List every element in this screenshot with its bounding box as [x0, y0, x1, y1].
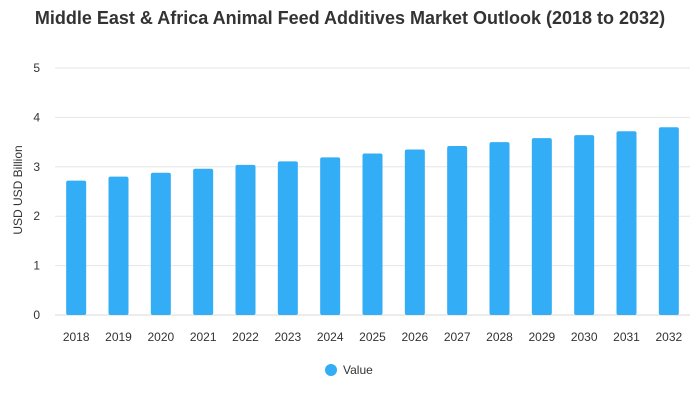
bar[interactable] [150, 172, 171, 315]
bar[interactable] [320, 157, 341, 315]
legend-marker [325, 364, 337, 376]
x-tick-label: 2020 [147, 330, 174, 344]
bar[interactable] [66, 180, 87, 315]
bar[interactable] [362, 153, 383, 315]
legend[interactable]: Value [325, 363, 373, 377]
x-tick-label: 2029 [528, 330, 555, 344]
y-tick-label: 3 [33, 160, 40, 174]
bar[interactable] [616, 131, 637, 315]
x-tick-label: 2030 [571, 330, 598, 344]
chart-title: Middle East & Africa Animal Feed Additiv… [34, 8, 666, 28]
bar[interactable] [108, 176, 129, 315]
bar[interactable] [235, 164, 256, 315]
x-tick-label: 2018 [63, 330, 90, 344]
bars [66, 127, 679, 315]
x-tick-label: 2019 [105, 330, 132, 344]
x-tick-label: 2028 [486, 330, 513, 344]
y-tick-label: 0 [33, 308, 40, 322]
bar[interactable] [193, 168, 214, 315]
x-tick-label: 2027 [444, 330, 471, 344]
x-tick-label: 2025 [359, 330, 386, 344]
legend-label: Value [343, 363, 373, 377]
y-tick-label: 1 [33, 259, 40, 273]
x-tick-label: 2032 [655, 330, 682, 344]
bar[interactable] [658, 127, 679, 315]
x-tick-label: 2024 [317, 330, 344, 344]
x-tick-label: 2026 [401, 330, 428, 344]
y-axis-label: USD USD Billion [11, 145, 25, 234]
bar[interactable] [531, 138, 552, 315]
x-tick-label: 2031 [613, 330, 640, 344]
y-tick-label: 4 [33, 110, 40, 124]
y-tick-label: 5 [33, 61, 40, 75]
bar[interactable] [277, 161, 298, 315]
bar[interactable] [489, 142, 510, 315]
x-tick-label: 2022 [232, 330, 259, 344]
x-tick-label: 2023 [274, 330, 301, 344]
bar[interactable] [404, 149, 425, 315]
y-tick-label: 2 [33, 209, 40, 223]
x-axis-ticks: 2018 2019 2020 2021 2022 2023 2024 2025 2026 2027… [63, 330, 683, 344]
bar[interactable] [447, 146, 468, 315]
y-axis-ticks: 0 1 2 3 4 5 [33, 61, 40, 322]
bar[interactable] [574, 135, 595, 315]
x-tick-label: 2021 [190, 330, 217, 344]
